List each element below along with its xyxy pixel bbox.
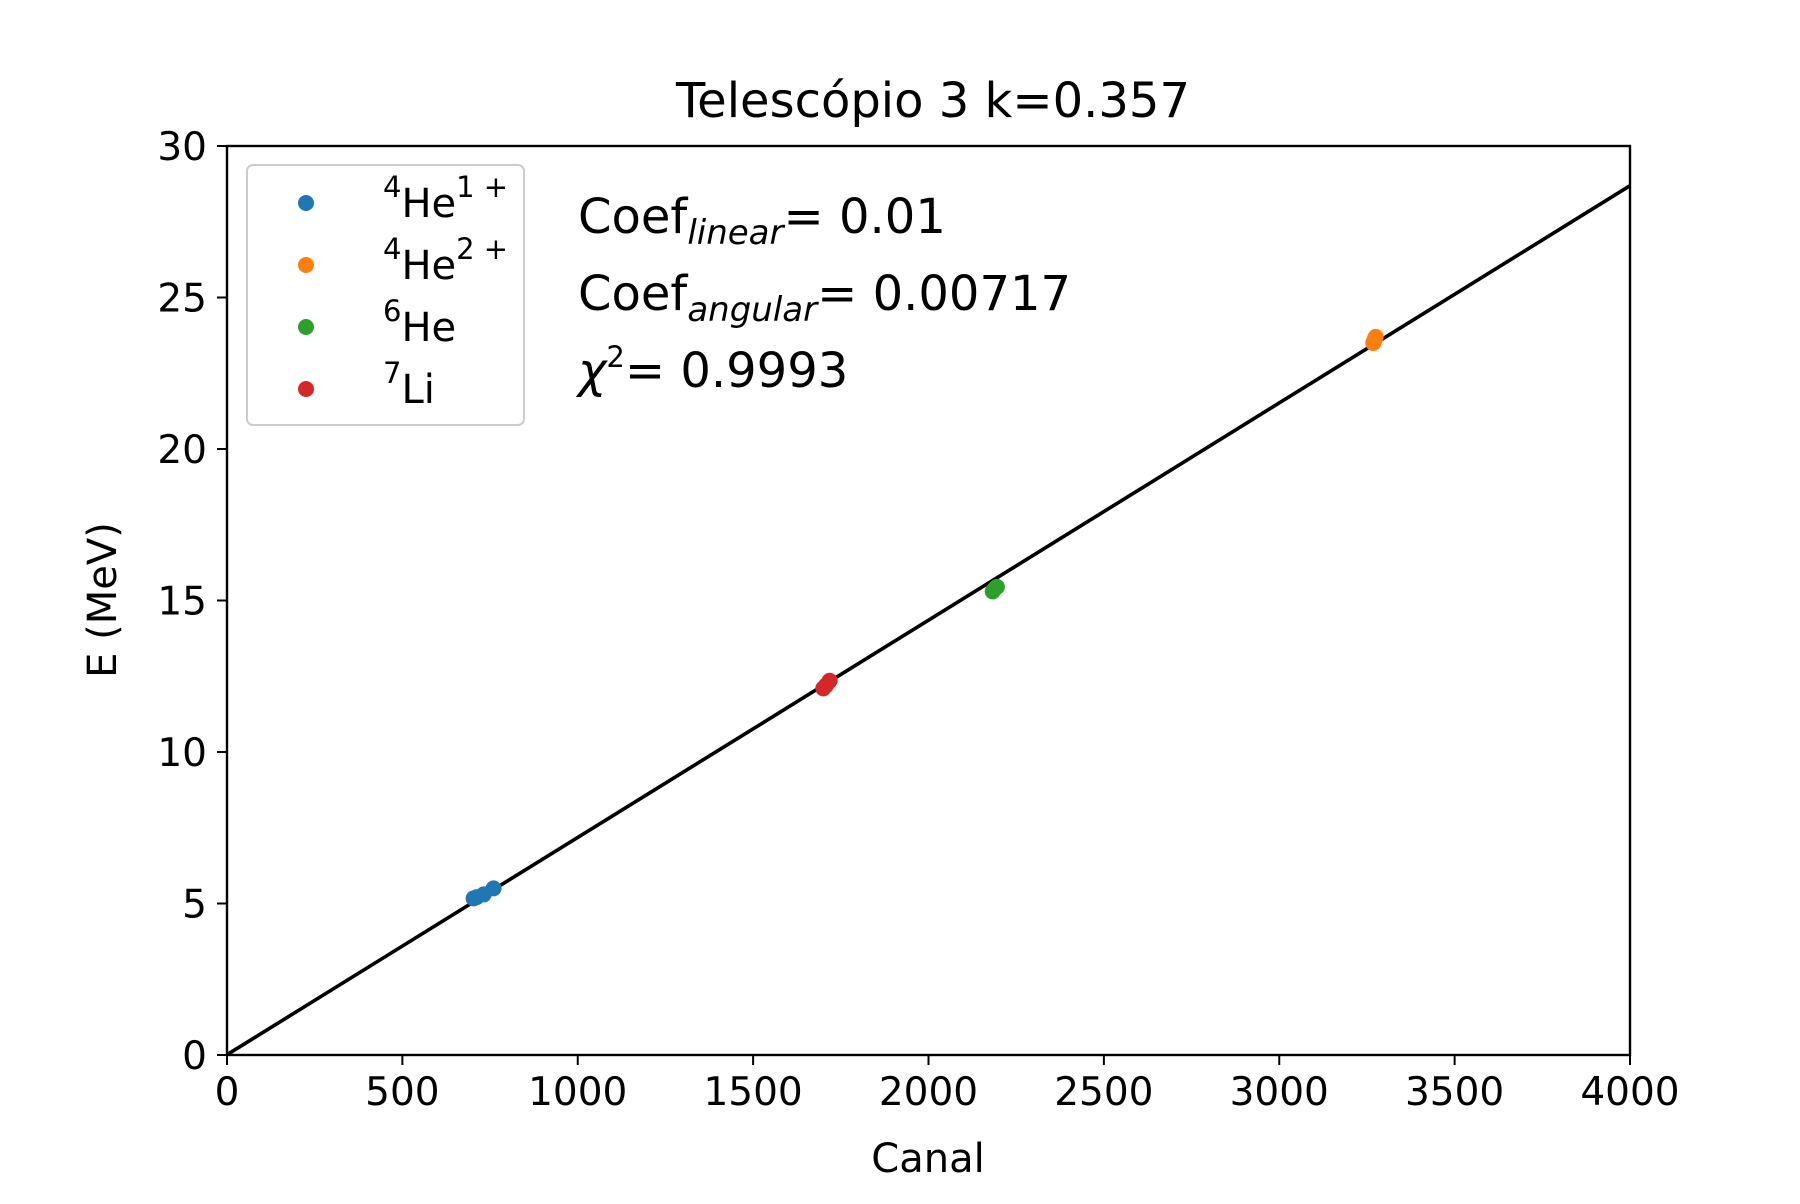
y-tick-label-0: 0 — [182, 1034, 207, 1079]
x-tick-label-2: 1000 — [528, 1070, 627, 1115]
legend-marker-1 — [298, 257, 314, 273]
data-point-series-2-2 — [988, 578, 1005, 595]
y-tick-label-6: 30 — [157, 125, 207, 170]
data-point-series-3-2 — [821, 672, 838, 689]
y-axis-label: E (MeV) — [80, 522, 126, 678]
fit-line-layer — [226, 184, 1631, 1057]
data-points-layer — [465, 328, 1384, 907]
annotation-chi-squared: χ2= 0.9993 — [575, 340, 848, 399]
y-tick-label-4: 20 — [157, 428, 207, 473]
x-tick-label-1: 500 — [365, 1070, 439, 1115]
x-tick-label-4: 2000 — [879, 1070, 978, 1115]
legend-marker-3 — [298, 381, 314, 397]
legend-box — [246, 164, 525, 426]
data-point-series-1-2 — [1367, 328, 1384, 345]
x-axis-ticks: 0 500 1000 1500 2000 2500 3000 3500 4000 — [215, 1055, 1680, 1115]
fit-line — [226, 184, 1631, 1057]
y-tick-label-2: 10 — [157, 731, 207, 776]
x-tick-label-7: 3500 — [1405, 1070, 1504, 1115]
legend-marker-0 — [298, 195, 314, 211]
chart-title: Telescópio 3 k=0.357 — [675, 73, 1190, 129]
legend-label-3: 7Li — [383, 356, 435, 413]
annotation-angular: Coefangular= 0.00717 — [578, 266, 1071, 330]
x-tick-label-5: 2500 — [1054, 1070, 1153, 1115]
x-axis-label: Canal — [871, 1136, 984, 1182]
y-tick-label-5: 25 — [157, 277, 207, 322]
legend-label-2: 6He — [383, 294, 456, 351]
data-point-series-0-3 — [485, 880, 502, 897]
y-axis-ticks: 0 5 10 15 20 25 30 — [157, 125, 227, 1079]
x-tick-label-8: 4000 — [1580, 1070, 1679, 1115]
x-tick-label-3: 1500 — [703, 1070, 802, 1115]
legend-label-0: 4He1 + — [383, 170, 508, 227]
legend-marker-2 — [298, 319, 314, 335]
fit-annotations: Coeflinear= 0.01 Coefangular= 0.00717 χ2… — [575, 189, 1071, 399]
legend-label-1: 4He2 + — [383, 232, 508, 289]
annotation-linear: Coeflinear= 0.01 — [578, 189, 946, 253]
y-tick-label-1: 5 — [182, 883, 207, 928]
x-tick-label-0: 0 — [215, 1070, 240, 1115]
y-tick-label-3: 15 — [157, 580, 207, 625]
x-tick-label-6: 3000 — [1230, 1070, 1329, 1115]
